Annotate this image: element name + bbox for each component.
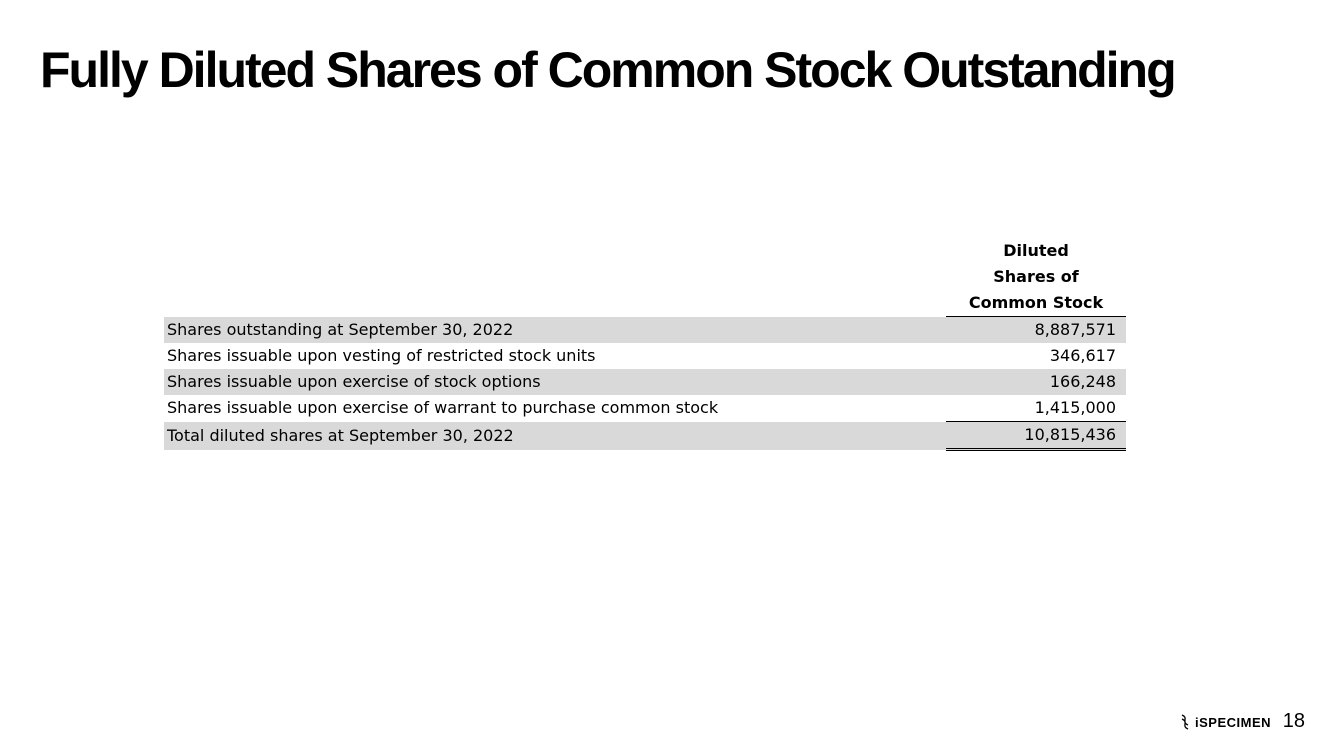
row-label: Shares issuable upon vesting of restrict… <box>167 346 596 365</box>
table-row: Shares issuable upon exercise of stock o… <box>164 369 1126 395</box>
table-row: Shares outstanding at September 30, 2022… <box>164 316 1126 343</box>
row-value: 166,248 <box>946 369 1126 395</box>
logo-wordmark: iSPECIMEN <box>1194 714 1271 730</box>
diluted-shares-table: Diluted Shares of Common Stock Shares ou… <box>164 238 1126 451</box>
company-logo: iSPECIMEN <box>1179 714 1271 730</box>
total-row: Total diluted shares at September 30, 20… <box>164 421 1126 451</box>
dna-helix-icon <box>1179 714 1191 730</box>
page-number: 18 <box>1282 710 1305 732</box>
slide-title: Fully Diluted Shares of Common Stock Out… <box>40 42 1177 98</box>
row-value: 346,617 <box>1049 346 1116 365</box>
row-label: Shares issuable upon exercise of warrant… <box>167 398 719 418</box>
row-label: Total diluted shares at September 30, 20… <box>164 421 946 450</box>
diluted-shares-column-header: Diluted Shares of Common Stock <box>946 238 1126 317</box>
row-label: Shares outstanding at September 30, 2022 <box>164 316 946 343</box>
label-column-header <box>164 238 946 317</box>
row-label: Shares issuable upon exercise of stock o… <box>164 369 946 395</box>
total-value: 10,815,436 <box>946 421 1126 451</box>
table-row: Shares issuable upon exercise of warrant… <box>164 395 1126 422</box>
table-header-row: Diluted Shares of Common Stock <box>164 238 1126 317</box>
row-value: 8,887,571 <box>946 316 1126 343</box>
table-row: Shares issuable upon vesting of restrict… <box>164 343 1126 369</box>
row-value: 1,415,000 <box>1034 398 1116 417</box>
